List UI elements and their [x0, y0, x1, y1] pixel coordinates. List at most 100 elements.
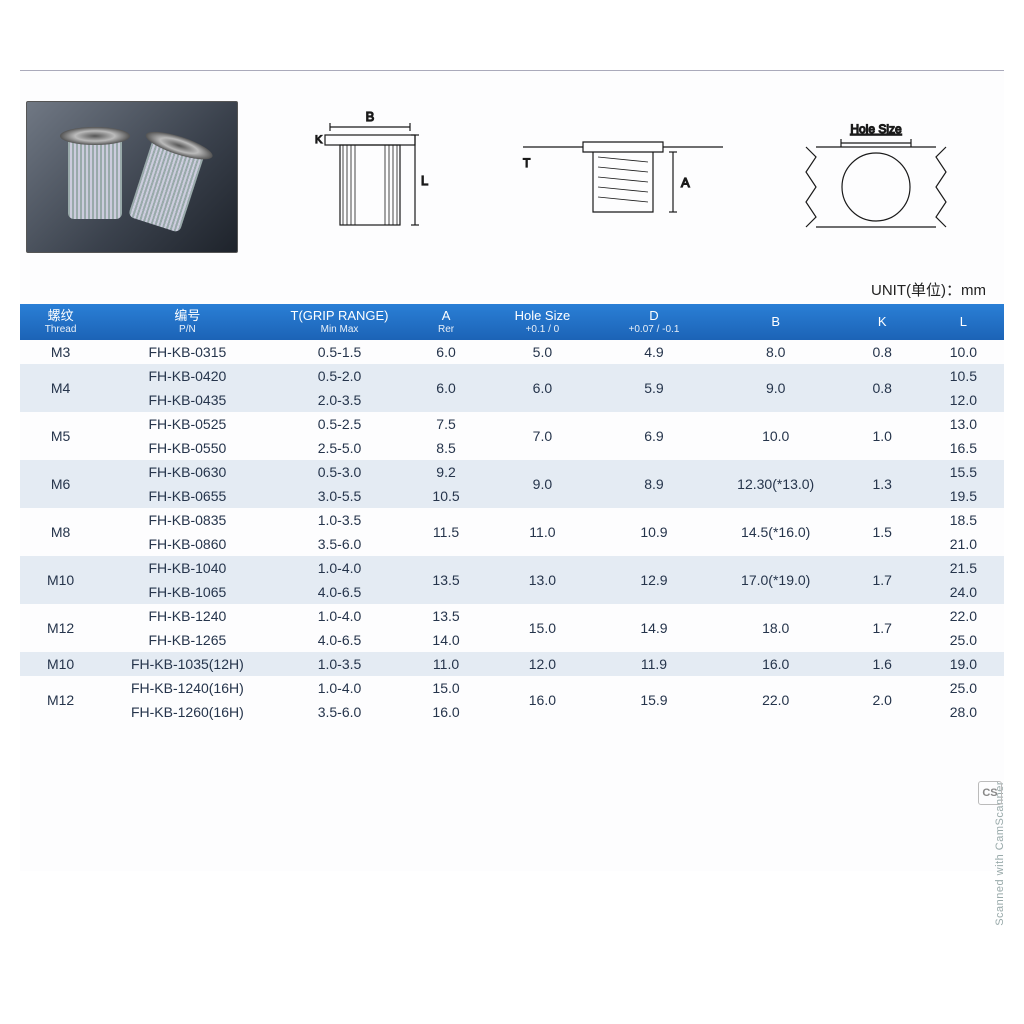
cell-d: 6.9: [598, 412, 710, 460]
cell-k: 1.5: [842, 508, 923, 556]
rivet-nut-icon: [118, 126, 215, 243]
cell-grip: 3.5-6.0: [274, 532, 406, 556]
cell-k: 1.7: [842, 604, 923, 652]
cell-grip: 2.0-3.5: [274, 388, 406, 412]
cell-pn: FH-KB-0315: [101, 340, 273, 364]
cell-hole: 15.0: [487, 604, 599, 652]
cell-grip: 0.5-1.5: [274, 340, 406, 364]
cell-b: 14.5(*16.0): [710, 508, 842, 556]
cell-grip: 1.0-3.5: [274, 652, 406, 676]
cell-grip: 0.5-2.5: [274, 412, 406, 436]
cell-pn: FH-KB-0860: [101, 532, 273, 556]
technical-drawing-side: B K L: [248, 102, 491, 252]
cell-l: 19.0: [923, 652, 1004, 676]
technical-drawing-section: T A: [501, 102, 744, 252]
cell-b: 9.0: [710, 364, 842, 412]
table-row: M5FH-KB-05250.5-2.57.57.06.910.01.013.0: [20, 412, 1004, 436]
spec-table: 螺纹Thread编号P/NT(GRIP RANGE)Min MaxARerHol…: [20, 304, 1004, 724]
cell-d: 11.9: [598, 652, 710, 676]
scanner-badge-icon: CS: [978, 781, 1002, 805]
cell-k: 0.8: [842, 340, 923, 364]
cell-pn: FH-KB-1265: [101, 628, 273, 652]
column-header: 螺纹Thread: [20, 304, 101, 340]
cell-b: 8.0: [710, 340, 842, 364]
cell-b: 17.0(*19.0): [710, 556, 842, 604]
cell-d: 5.9: [598, 364, 710, 412]
cell-grip: 1.0-4.0: [274, 604, 406, 628]
cell-b: 12.30(*13.0): [710, 460, 842, 508]
cell-l: 12.0: [923, 388, 1004, 412]
dim-t-label: T: [523, 156, 531, 170]
cell-pn: FH-KB-1260(16H): [101, 700, 273, 724]
cell-a: 7.5: [405, 412, 486, 436]
cell-pn: FH-KB-0525: [101, 412, 273, 436]
table-row: M3FH-KB-03150.5-1.56.05.04.98.00.810.0: [20, 340, 1004, 364]
cell-b: 10.0: [710, 412, 842, 460]
cell-a: 14.0: [405, 628, 486, 652]
unit-label: UNIT(单位)：mm: [20, 277, 1004, 304]
cell-thread: M10: [20, 556, 101, 604]
cell-thread: M8: [20, 508, 101, 556]
cell-pn: FH-KB-0630: [101, 460, 273, 484]
cell-pn: FH-KB-1040: [101, 556, 273, 580]
cell-a: 9.2: [405, 460, 486, 484]
table-row: M10FH-KB-10401.0-4.013.513.012.917.0(*19…: [20, 556, 1004, 580]
cell-thread: M10: [20, 652, 101, 676]
cell-a: 15.0: [405, 676, 486, 700]
cell-grip: 1.0-4.0: [274, 676, 406, 700]
cell-a: 11.0: [405, 652, 486, 676]
cell-k: 2.0: [842, 676, 923, 724]
cell-thread: M4: [20, 364, 101, 412]
cell-hole: 5.0: [487, 340, 599, 364]
cell-pn: FH-KB-0835: [101, 508, 273, 532]
table-row: M8FH-KB-08351.0-3.511.511.010.914.5(*16.…: [20, 508, 1004, 532]
cell-a: 8.5: [405, 436, 486, 460]
table-row: M10FH-KB-1035(12H)1.0-3.511.012.011.916.…: [20, 652, 1004, 676]
cell-pn: FH-KB-0435: [101, 388, 273, 412]
cell-k: 1.0: [842, 412, 923, 460]
cell-grip: 3.5-6.0: [274, 700, 406, 724]
cell-pn: FH-KB-1065: [101, 580, 273, 604]
cell-hole: 6.0: [487, 364, 599, 412]
cell-hole: 11.0: [487, 508, 599, 556]
cell-d: 8.9: [598, 460, 710, 508]
column-header: D+0.07 / -0.1: [598, 304, 710, 340]
cell-hole: 9.0: [487, 460, 599, 508]
cell-a: 10.5: [405, 484, 486, 508]
dim-b-label: B: [365, 109, 374, 124]
cell-d: 12.9: [598, 556, 710, 604]
cell-k: 1.3: [842, 460, 923, 508]
technical-drawing-hole: Hole Size: [755, 102, 998, 252]
cell-k: 1.7: [842, 556, 923, 604]
cell-a: 13.5: [405, 604, 486, 628]
cell-l: 21.0: [923, 532, 1004, 556]
cell-a: 13.5: [405, 556, 486, 604]
cell-l: 10.0: [923, 340, 1004, 364]
cell-thread: M6: [20, 460, 101, 508]
column-header: 编号P/N: [101, 304, 273, 340]
cell-l: 25.0: [923, 676, 1004, 700]
cell-l: 25.0: [923, 628, 1004, 652]
cell-k: 1.6: [842, 652, 923, 676]
cell-hole: 7.0: [487, 412, 599, 460]
spec-sheet: B K L T A Hole Size: [20, 70, 1004, 871]
cell-l: 24.0: [923, 580, 1004, 604]
column-header: T(GRIP RANGE)Min Max: [274, 304, 406, 340]
cell-grip: 3.0-5.5: [274, 484, 406, 508]
cell-l: 18.5: [923, 508, 1004, 532]
cell-grip: 1.0-3.5: [274, 508, 406, 532]
cell-grip: 4.0-6.5: [274, 580, 406, 604]
cell-l: 10.5: [923, 364, 1004, 388]
cell-grip: 0.5-3.0: [274, 460, 406, 484]
cell-a: 11.5: [405, 508, 486, 556]
cell-b: 18.0: [710, 604, 842, 652]
cell-d: 15.9: [598, 676, 710, 724]
cell-grip: 2.5-5.0: [274, 436, 406, 460]
cell-d: 4.9: [598, 340, 710, 364]
cell-l: 28.0: [923, 700, 1004, 724]
cell-a: 16.0: [405, 700, 486, 724]
cell-thread: M5: [20, 412, 101, 460]
cell-b: 22.0: [710, 676, 842, 724]
table-row: M4FH-KB-04200.5-2.06.06.05.99.00.810.5: [20, 364, 1004, 388]
cell-pn: FH-KB-1035(12H): [101, 652, 273, 676]
